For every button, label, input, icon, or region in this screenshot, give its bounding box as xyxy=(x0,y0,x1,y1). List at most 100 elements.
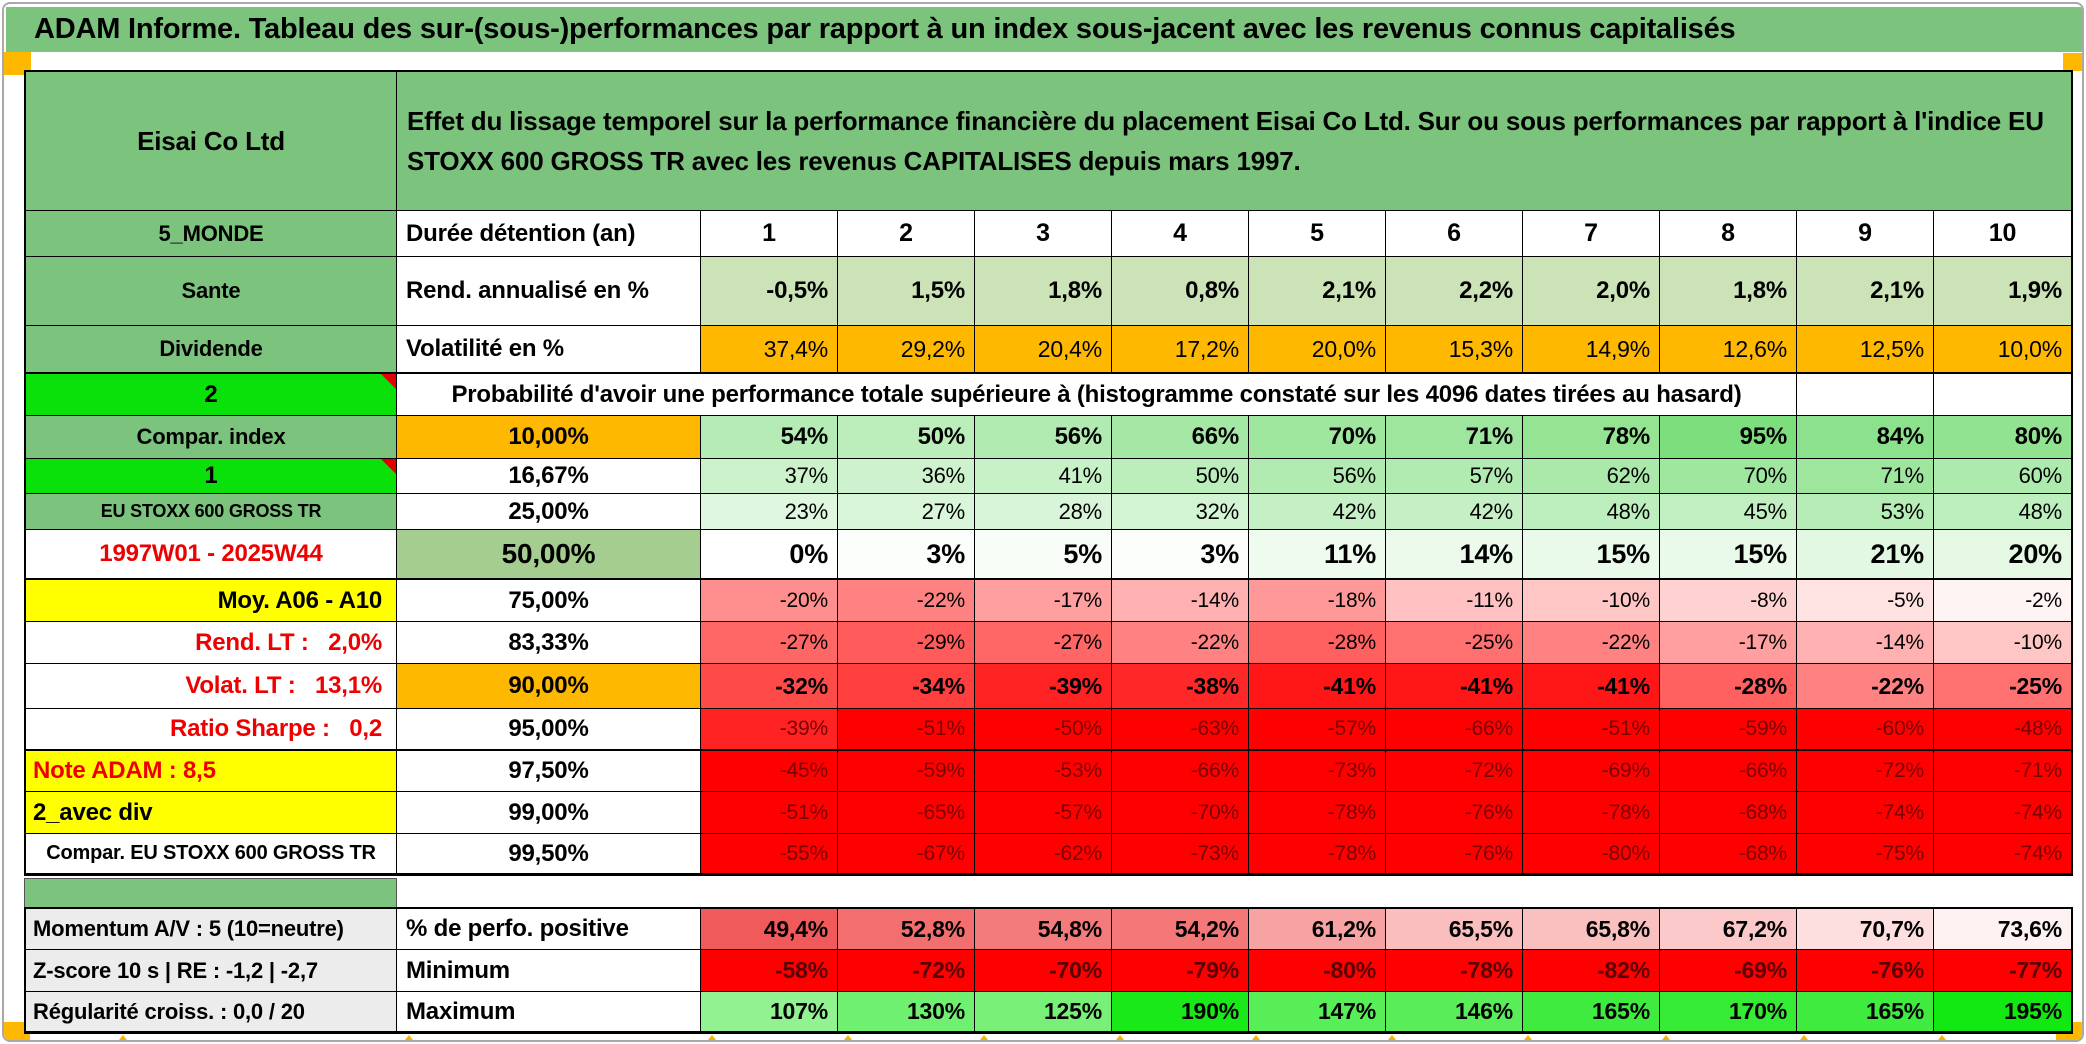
row-p83-value-2[interactable]: -29% xyxy=(838,622,975,664)
row-min-value-9[interactable]: -76% xyxy=(1797,950,1934,992)
row-p90-value-3[interactable]: -39% xyxy=(975,664,1112,709)
row-p95-value-8[interactable]: -59% xyxy=(1660,709,1797,750)
row-p83-value-8[interactable]: -17% xyxy=(1660,622,1797,664)
row-p16-value-6[interactable]: 57% xyxy=(1386,459,1523,494)
row-p50-label-cell[interactable]: 1997W01 - 2025W44 xyxy=(26,530,397,579)
row-holding-header-value-10[interactable]: 10 xyxy=(1934,211,2071,257)
row-p83-metric-cell[interactable]: 83,33% xyxy=(397,622,701,664)
row-prob-note-value-1[interactable] xyxy=(1797,373,1934,416)
row-perfpos-value-10[interactable]: 73,6% xyxy=(1934,909,2071,950)
row-p975-value-4[interactable]: -66% xyxy=(1112,750,1249,792)
row-p16-label-cell[interactable]: 1 xyxy=(26,459,397,494)
row-p83-value-3[interactable]: -27% xyxy=(975,622,1112,664)
row-p90-value-1[interactable]: -32% xyxy=(701,664,838,709)
row-perfpos-value-9[interactable]: 70,7% xyxy=(1797,909,1934,950)
row-p75-label-cell[interactable]: Moy. A06 - A10 xyxy=(26,579,397,622)
row-p25-value-3[interactable]: 28% xyxy=(975,494,1112,530)
row-p16-value-5[interactable]: 56% xyxy=(1249,459,1386,494)
row-p95-value-10[interactable]: -48% xyxy=(1934,709,2071,750)
row-perfpos-value-1[interactable]: 49,4% xyxy=(701,909,838,950)
row-prob-note-value-2[interactable] xyxy=(1934,373,2071,416)
row-p995-value-2[interactable]: -67% xyxy=(838,834,975,874)
row-p16-value-8[interactable]: 70% xyxy=(1660,459,1797,494)
row-p25-value-9[interactable]: 53% xyxy=(1797,494,1934,530)
row-p25-value-1[interactable]: 23% xyxy=(701,494,838,530)
row-p975-value-5[interactable]: -73% xyxy=(1249,750,1386,792)
row-p995-value-1[interactable]: -55% xyxy=(701,834,838,874)
row-dividende-value-2[interactable]: 29,2% xyxy=(838,326,975,373)
row-p83-value-5[interactable]: -28% xyxy=(1249,622,1386,664)
row-holding-header-value-6[interactable]: 6 xyxy=(1386,211,1523,257)
row-p75-value-8[interactable]: -8% xyxy=(1660,579,1797,622)
row-p75-metric-cell[interactable]: 75,00% xyxy=(397,579,701,622)
row-p90-value-7[interactable]: -41% xyxy=(1523,664,1660,709)
row-perfpos-value-6[interactable]: 65,5% xyxy=(1386,909,1523,950)
row-p99-value-3[interactable]: -57% xyxy=(975,792,1112,834)
row-max-value-10[interactable]: 195% xyxy=(1934,992,2071,1032)
row-p75-value-3[interactable]: -17% xyxy=(975,579,1112,622)
row-sante-value-9[interactable]: 2,1% xyxy=(1797,257,1934,326)
row-p16-value-9[interactable]: 71% xyxy=(1797,459,1934,494)
row-max-metric-cell[interactable]: Maximum xyxy=(397,992,701,1032)
row-sante-value-2[interactable]: 1,5% xyxy=(838,257,975,326)
row-sante-label-cell[interactable]: Sante xyxy=(26,257,397,326)
row-p10-value-5[interactable]: 70% xyxy=(1249,416,1386,459)
row-perfpos-metric-cell[interactable]: % de perfo. positive xyxy=(397,909,701,950)
row-p95-value-2[interactable]: -51% xyxy=(838,709,975,750)
row-dividende-value-8[interactable]: 12,6% xyxy=(1660,326,1797,373)
row-p16-value-4[interactable]: 50% xyxy=(1112,459,1249,494)
row-p995-metric-cell[interactable]: 99,50% xyxy=(397,834,701,874)
row-p995-value-3[interactable]: -62% xyxy=(975,834,1112,874)
row-p995-value-9[interactable]: -75% xyxy=(1797,834,1934,874)
row-p50-value-4[interactable]: 3% xyxy=(1112,530,1249,579)
row-p95-label-cell[interactable]: Ratio Sharpe : 0,2 xyxy=(26,709,397,750)
row-p16-value-1[interactable]: 37% xyxy=(701,459,838,494)
row-p25-value-10[interactable]: 48% xyxy=(1934,494,2071,530)
row-min-value-1[interactable]: -58% xyxy=(701,950,838,992)
row-holding-header-value-2[interactable]: 2 xyxy=(838,211,975,257)
row-p995-value-6[interactable]: -76% xyxy=(1386,834,1523,874)
row-perfpos-label-cell[interactable]: Momentum A/V : 5 (10=neutre) xyxy=(26,909,397,950)
row-sante-value-8[interactable]: 1,8% xyxy=(1660,257,1797,326)
row-sante-value-1[interactable]: -0,5% xyxy=(701,257,838,326)
row-p90-value-8[interactable]: -28% xyxy=(1660,664,1797,709)
row-max-value-1[interactable]: 107% xyxy=(701,992,838,1032)
row-min-value-7[interactable]: -82% xyxy=(1523,950,1660,992)
row-p99-value-10[interactable]: -74% xyxy=(1934,792,2071,834)
description-cell[interactable]: Effet du lissage temporel sur la perform… xyxy=(397,72,2071,211)
row-p975-value-7[interactable]: -69% xyxy=(1523,750,1660,792)
row-p10-value-6[interactable]: 71% xyxy=(1386,416,1523,459)
row-p10-metric-cell[interactable]: 10,00% xyxy=(397,416,701,459)
row-dividende-value-1[interactable]: 37,4% xyxy=(701,326,838,373)
row-min-value-10[interactable]: -77% xyxy=(1934,950,2071,992)
row-p83-value-1[interactable]: -27% xyxy=(701,622,838,664)
row-p975-value-10[interactable]: -71% xyxy=(1934,750,2071,792)
row-holding-header-value-5[interactable]: 5 xyxy=(1249,211,1386,257)
row-p50-value-3[interactable]: 5% xyxy=(975,530,1112,579)
row-perfpos-value-3[interactable]: 54,8% xyxy=(975,909,1112,950)
row-max-value-7[interactable]: 165% xyxy=(1523,992,1660,1032)
row-min-value-6[interactable]: -78% xyxy=(1386,950,1523,992)
row-p75-value-2[interactable]: -22% xyxy=(838,579,975,622)
row-min-value-3[interactable]: -70% xyxy=(975,950,1112,992)
row-p99-value-6[interactable]: -76% xyxy=(1386,792,1523,834)
row-p16-value-10[interactable]: 60% xyxy=(1934,459,2071,494)
row-dividende-value-9[interactable]: 12,5% xyxy=(1797,326,1934,373)
row-p995-value-4[interactable]: -73% xyxy=(1112,834,1249,874)
row-sante-metric-cell[interactable]: Rend. annualisé en % xyxy=(397,257,701,326)
row-p99-label-cell[interactable]: 2_avec div xyxy=(26,792,397,834)
row-dividende-value-3[interactable]: 20,4% xyxy=(975,326,1112,373)
row-p50-value-8[interactable]: 15% xyxy=(1660,530,1797,579)
row-p16-value-3[interactable]: 41% xyxy=(975,459,1112,494)
row-p25-value-4[interactable]: 32% xyxy=(1112,494,1249,530)
row-p25-value-7[interactable]: 48% xyxy=(1523,494,1660,530)
row-p50-value-1[interactable]: 0% xyxy=(701,530,838,579)
row-holding-header-value-1[interactable]: 1 xyxy=(701,211,838,257)
row-holding-header-metric-cell[interactable]: Durée détention (an) xyxy=(397,211,701,257)
row-perfpos-value-5[interactable]: 61,2% xyxy=(1249,909,1386,950)
row-p90-value-4[interactable]: -38% xyxy=(1112,664,1249,709)
row-max-value-9[interactable]: 165% xyxy=(1797,992,1934,1032)
row-p75-value-1[interactable]: -20% xyxy=(701,579,838,622)
row-p50-value-7[interactable]: 15% xyxy=(1523,530,1660,579)
row-min-value-4[interactable]: -79% xyxy=(1112,950,1249,992)
